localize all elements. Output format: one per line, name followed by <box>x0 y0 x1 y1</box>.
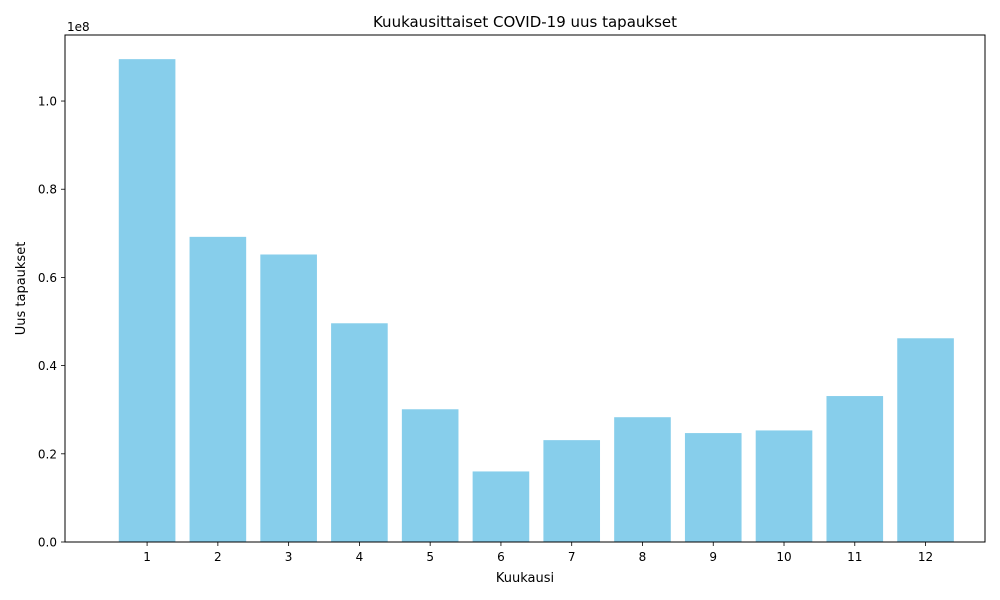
x-tick-label: 3 <box>285 550 293 564</box>
x-tick-label: 11 <box>847 550 862 564</box>
bars-group <box>118 59 954 543</box>
plot-frame <box>64 34 986 543</box>
x-axis-ticks: 1 2 3 4 5 6 7 8 9 10 11 12 <box>143 542 933 564</box>
y-tick-label: 0.4 <box>38 359 57 373</box>
chart-title: Kuukausittaiset COVID-19 uus tapaukset <box>373 13 677 31</box>
bar-month-2 <box>189 236 247 542</box>
y-tick-label: 0.6 <box>38 271 57 285</box>
bar-month-6 <box>472 471 530 542</box>
bar-month-12 <box>897 338 954 542</box>
bar-month-4 <box>331 323 388 542</box>
x-tick-label: 1 <box>143 550 151 564</box>
y-tick-label: 0.8 <box>38 183 57 197</box>
x-tick-label: 7 <box>568 550 576 564</box>
x-tick-label: 12 <box>918 550 933 564</box>
bar-month-9 <box>684 433 742 542</box>
bar-month-5 <box>401 409 459 542</box>
bar-month-11 <box>826 396 884 542</box>
y-tick-label: 1.0 <box>38 95 57 109</box>
x-tick-label: 6 <box>497 550 505 564</box>
x-tick-label: 5 <box>426 550 434 564</box>
bar-month-8 <box>614 417 671 542</box>
bar-month-1 <box>118 59 176 543</box>
x-axis-title: Kuukausi <box>496 571 554 586</box>
x-tick-label: 2 <box>214 550 222 564</box>
x-tick-label: 4 <box>356 550 364 564</box>
x-tick-label: 8 <box>639 550 647 564</box>
y-axis-title: Uus tapaukset <box>14 242 29 336</box>
y-tick-label: 0.0 <box>38 536 57 550</box>
bar-month-7 <box>543 440 601 542</box>
y-tick-label: 0.2 <box>38 447 57 461</box>
x-tick-label: 9 <box>709 550 717 564</box>
bar-month-10 <box>755 430 813 542</box>
bar-month-3 <box>260 254 317 542</box>
y-axis-ticks: 0.0 0.2 0.4 0.6 0.8 1.0 <box>38 95 65 550</box>
y-axis-multiplier: 1e8 <box>67 20 90 34</box>
x-tick-label: 10 <box>776 550 791 564</box>
